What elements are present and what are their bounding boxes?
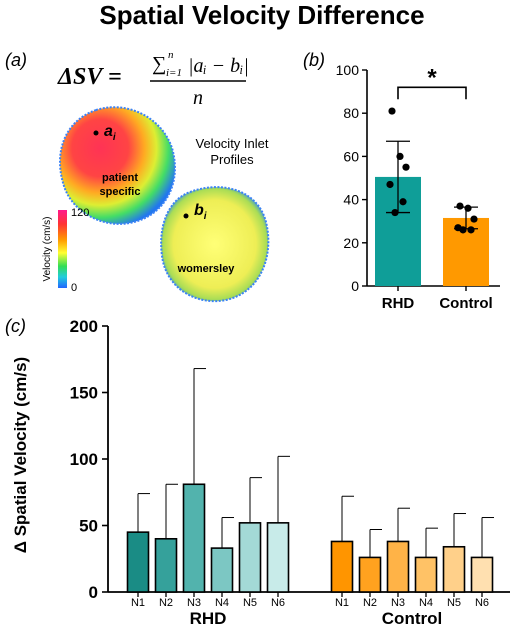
chart-b-data-point — [402, 163, 410, 171]
chart-b-category-label: Control — [439, 295, 492, 312]
patient-specific-label-line1: patient — [102, 172, 138, 184]
formula-sum-lower: i=1 — [166, 67, 182, 79]
chart-c-ylabel: Δ Spatial Velocity (cm/s) — [11, 357, 30, 553]
chart-c-bar-rhd-n3 — [182, 483, 206, 593]
profiles-caption-line2: Profiles — [210, 152, 254, 167]
chart-c: 0 50 100 150 200 N1 N2 N3 N4 N5 N6 RHD N1 N2 N3 N4 N5 N6 C… — [70, 317, 510, 627]
chart-b-data-point — [467, 226, 475, 234]
chart-b-y-tick-label: 40 — [343, 192, 359, 208]
chart-b-category-label: RHD — [382, 295, 415, 312]
panel-b-label: (b) — [303, 50, 325, 70]
patient-specific-label-line2: specific — [100, 186, 141, 198]
chart-b-significance-star: * — [427, 64, 437, 91]
chart-c-bar-rhd-n4 — [210, 547, 234, 593]
chart-c-category-label: N3 — [391, 597, 405, 609]
chart-c-category-label: N6 — [475, 597, 489, 609]
colorbar-title: Velocity (cm/s) — [42, 216, 53, 281]
formula-sum-upper: n — [168, 49, 174, 61]
chart-c-bar-rhd-n6 — [266, 522, 290, 593]
chart-c-category-label: N2 — [363, 597, 377, 609]
formula-denominator: n — [193, 87, 203, 109]
chart-c-y-tick-label: 50 — [79, 517, 98, 536]
chart-c-category-label: N1 — [335, 597, 349, 609]
chart-b-data-point — [399, 198, 407, 206]
chart-c-category-label: N5 — [243, 597, 257, 609]
chart-c-bar-rhd-n2 — [154, 537, 178, 593]
chart-c-bar-control-n2 — [358, 556, 382, 593]
chart-c-y-tick-label: 0 — [89, 583, 98, 602]
chart-c-category-label: N2 — [159, 597, 173, 609]
formula-numerator: |aᵢ − bᵢ| — [188, 55, 249, 77]
chart-b-data-point — [388, 107, 396, 115]
chart-c-bar-control-n3 — [386, 540, 410, 593]
chart-c-category-label: N4 — [215, 597, 229, 609]
chart-c-y-tick-label: 200 — [70, 317, 98, 336]
chart-c-category-label: N3 — [187, 597, 201, 609]
chart-c-bar-rhd-n5 — [238, 522, 262, 593]
formula-sum-symbol: ∑ — [152, 53, 166, 75]
chart-c-category-label: N6 — [271, 597, 285, 609]
chart-c-bar-control-n6 — [470, 556, 494, 593]
chart-c-y-tick-label: 150 — [70, 384, 98, 403]
chart-b-y-tick-label: 60 — [343, 148, 359, 164]
chart-c-category-label: N1 — [131, 597, 145, 609]
chart-b-data-point — [464, 204, 472, 212]
colorbar-min: 0 — [71, 282, 77, 294]
chart-c-bar-control-n1 — [330, 540, 354, 593]
chart-c-bar-control-n4 — [414, 556, 438, 593]
womersley-profile — [160, 186, 270, 303]
chart-b-y-tick-label: 0 — [351, 278, 359, 294]
chart-c-y-tick-label: 100 — [70, 450, 98, 469]
colorbar-max: 120 — [71, 207, 89, 219]
panel-c-label: (c) — [5, 316, 26, 336]
chart-b-y-tick-label: 100 — [336, 62, 360, 78]
chart-c-category-label: N4 — [419, 597, 433, 609]
chart-b-data-point — [470, 215, 478, 223]
point-b-marker — [183, 213, 189, 219]
panel-a-label: (a) — [5, 50, 27, 70]
chart-b-significance-bracket — [397, 86, 467, 100]
colorbar — [58, 210, 67, 288]
point-a-label: ai — [104, 123, 116, 143]
chart-b-data-point — [396, 152, 404, 160]
chart-c-bar-rhd-n1 — [126, 531, 150, 593]
chart-b-data-point — [391, 208, 399, 217]
formula: ΔSV = ∑ n i=1 |aᵢ − bᵢ| n — [57, 49, 249, 109]
chart-b-y-tick-label: 20 — [343, 235, 359, 251]
chart-b: 0 20 40 60 80 100 RHD Control * — [336, 62, 500, 312]
chart-c-group-label-control: Control — [382, 609, 442, 627]
profiles-caption-line1: Velocity Inlet — [196, 136, 269, 151]
womersley-label: womersley — [177, 263, 236, 275]
chart-c-group-label-rhd: RHD — [190, 609, 227, 627]
chart-b-data-point — [459, 226, 467, 234]
chart-b-data-point — [386, 180, 394, 189]
formula-lhs: ΔSV = — [57, 64, 122, 90]
patient-specific-profile — [58, 106, 176, 225]
figure-title: Spatial Velocity Difference — [99, 0, 424, 30]
chart-b-data-point — [456, 202, 464, 210]
chart-b-y-tick-label: 80 — [343, 105, 359, 121]
chart-c-bar-control-n5 — [442, 545, 466, 593]
chart-c-category-label: N5 — [447, 597, 461, 609]
point-b-label: bi — [194, 202, 207, 222]
point-a-marker — [93, 130, 99, 136]
